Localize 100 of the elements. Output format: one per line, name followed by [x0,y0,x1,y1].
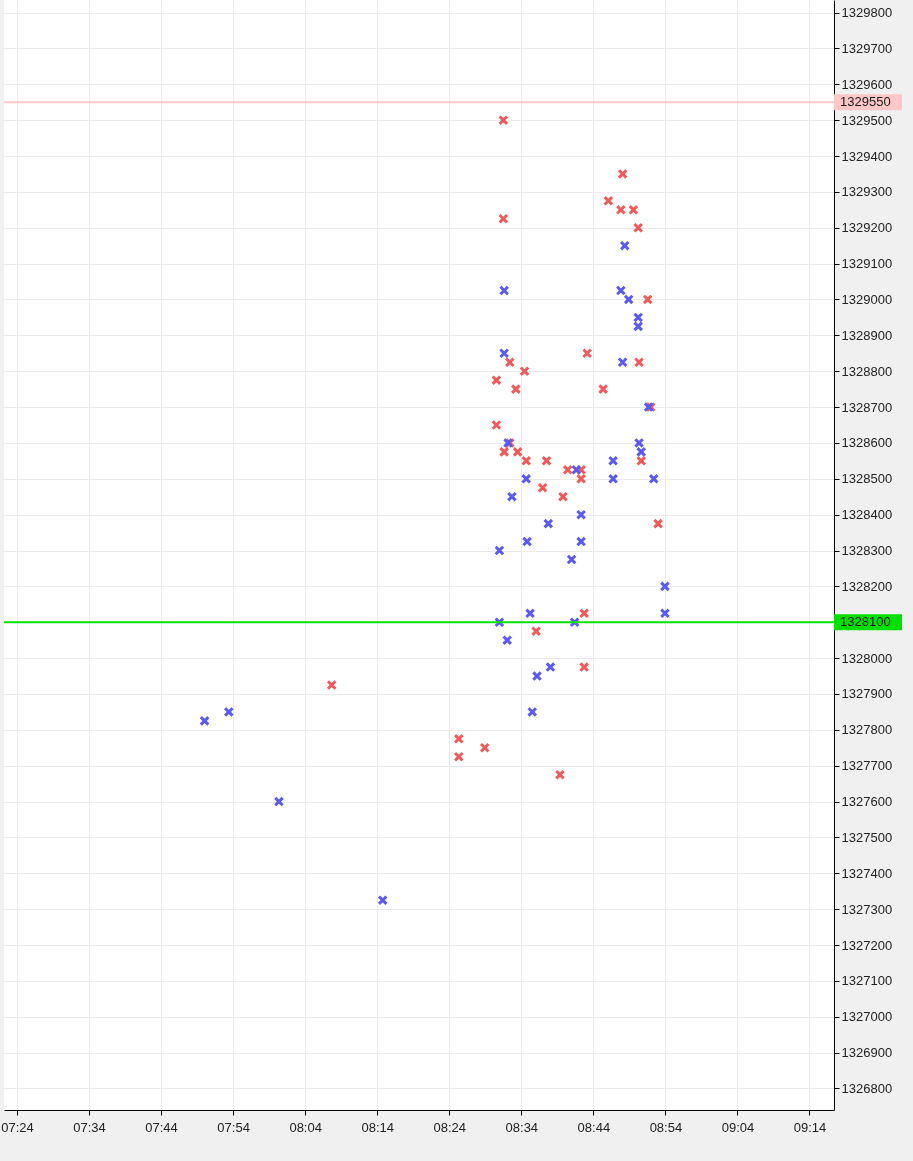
point [453,733,464,745]
y-tick-label: 1329800 [841,5,893,21]
y-tick-label: 1329700 [841,40,893,56]
point [554,769,566,780]
y-tick-label: 1327900 [841,686,893,702]
point [659,581,671,592]
y-tick-label: 1328400 [841,507,893,523]
point [494,545,505,556]
y-tick-label: 1328900 [841,327,893,343]
point [510,383,522,395]
y-tick-label: 1328600 [841,435,893,451]
point [491,374,502,386]
point [491,419,502,431]
point [530,626,542,637]
x-tick-label: 07:44 [145,1119,178,1135]
y-tick-label: 1327600 [841,794,893,810]
point [519,365,530,377]
point [506,491,518,502]
ref-line-label: 1328100 [840,614,891,630]
y-tick-label: 1327500 [841,829,893,845]
x-tick-label: 07:54 [217,1119,250,1135]
point [566,554,577,565]
y-tick-label: 1328000 [841,650,893,666]
y-tick-label: 1328500 [841,471,893,487]
point [581,348,593,359]
point [501,634,513,646]
point [652,518,664,529]
point [498,213,509,224]
x-tick-label: 08:14 [361,1119,394,1135]
y-tick-label: 1326900 [841,1045,893,1061]
point [223,706,234,718]
point [557,491,569,502]
y-tick-label: 1327200 [841,937,893,953]
point [642,294,653,305]
x-tick-label: 09:04 [721,1119,755,1135]
point [578,608,590,619]
point [617,168,628,180]
point [632,222,644,233]
point [623,294,634,305]
point [648,473,659,484]
x-tick-label: 08:54 [649,1119,683,1135]
point [498,285,510,296]
x-tick-label: 08:44 [577,1119,611,1135]
y-tick-label: 1327100 [841,973,893,989]
point [479,742,490,753]
y-tick-label: 1327000 [841,1009,893,1025]
point [562,464,573,476]
y-tick-label: 1329200 [841,220,893,236]
y-tick-label: 1329300 [841,184,893,200]
x-tick-label: 07:24 [1,1119,34,1135]
ref-line-label: 1329550 [840,94,891,110]
x-tick-label: 08:34 [505,1119,539,1135]
point [531,670,543,682]
point [575,509,587,520]
point [537,482,548,493]
y-tick-label: 1329100 [841,256,893,272]
y-tick-label: 1329400 [841,148,893,164]
x-tick-label: 07:34 [73,1119,106,1135]
point [521,455,532,467]
y-tick-label: 1328700 [841,399,893,415]
point [619,240,630,251]
point [628,204,639,216]
point [498,114,509,126]
point [377,894,388,906]
y-tick-label: 1327300 [841,901,893,917]
y-tick-label: 1327700 [841,758,893,774]
y-tick-label: 1328800 [841,363,893,379]
y-tick-label: 1326800 [841,1080,893,1096]
point [607,455,619,467]
point [498,348,510,359]
point [524,608,536,619]
point [607,473,619,484]
y-tick-label: 1329600 [841,76,893,92]
x-tick-label: 09:14 [793,1119,827,1135]
point [527,706,538,718]
point [597,383,609,395]
y-tick-label: 1327400 [841,865,893,881]
point [633,357,645,368]
x-tick-label: 08:04 [289,1119,322,1135]
y-tick-label: 1329500 [841,112,893,128]
point [541,455,552,467]
point [615,204,627,216]
y-tick-label: 1328300 [841,543,893,559]
point [571,464,582,476]
point [578,661,590,673]
point [543,518,554,529]
point [453,751,464,762]
point [498,446,510,458]
point [575,536,587,547]
point [521,536,533,547]
point [199,715,210,727]
point [635,455,647,467]
point [504,357,515,368]
point [545,661,556,673]
point [603,195,614,207]
point [512,446,523,458]
y-tick-label: 1327800 [841,722,893,738]
y-tick-label: 1329000 [841,291,893,307]
x-tick-label: 08:24 [433,1119,467,1135]
point [326,679,337,691]
